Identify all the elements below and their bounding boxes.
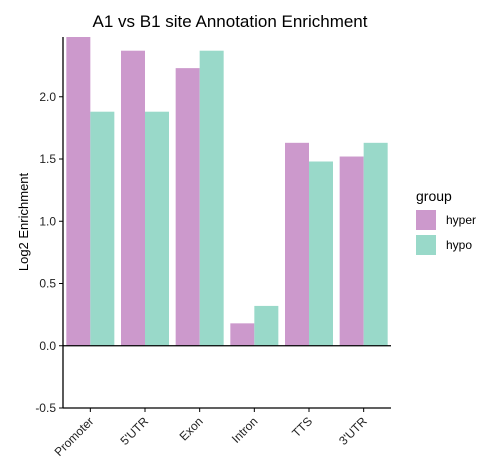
chart-title: A1 vs B1 site Annotation Enrichment	[93, 12, 368, 31]
x-tick-label: TTS	[289, 414, 315, 440]
bar-hypo-4	[309, 161, 333, 346]
legend-label-hypo: hypo	[446, 238, 472, 252]
bar-hyper-1	[121, 50, 145, 346]
legend-key-hypo	[416, 235, 436, 255]
y-axis-label: Log2 Enrichment	[16, 172, 31, 271]
bar-hyper-2	[175, 68, 200, 346]
x-tick-label: Promoter	[52, 414, 97, 459]
plot-area: -0.5 0.0 0.5 1.0 1.5 2.0 Promoter 5'UTR Exon Intr…	[35, 37, 391, 459]
y-tick-label: 0.5	[39, 277, 56, 291]
y-tick-label: 2.0	[39, 90, 56, 104]
legend-key-hyper	[416, 210, 436, 230]
bar-hypo-2	[199, 50, 224, 346]
y-tick-label: 1.5	[39, 152, 56, 166]
x-tick-label: Exon	[177, 414, 206, 443]
bar-hypo-3	[254, 305, 279, 346]
bar-hyper-3	[230, 323, 255, 346]
bar-hyper-0	[66, 37, 91, 346]
legend-title: group	[416, 188, 452, 204]
y-tick-label: 1.0	[39, 214, 56, 228]
bar-hyper-4	[285, 142, 309, 346]
bar-hypo-5	[363, 142, 388, 346]
bar-hypo-1	[145, 111, 169, 346]
bar-hyper-5	[339, 156, 364, 346]
legend: group hyper hypo	[416, 188, 476, 255]
x-tick-label: 5'UTR	[117, 414, 151, 448]
y-tick-label: -0.5	[35, 401, 56, 415]
bar-hypo-0	[90, 111, 115, 346]
y-tick-label: 0.0	[39, 339, 56, 353]
legend-label-hyper: hyper	[446, 213, 476, 227]
x-tick-label: Intron	[229, 414, 261, 446]
x-tick-label: 3'UTR	[336, 414, 370, 448]
